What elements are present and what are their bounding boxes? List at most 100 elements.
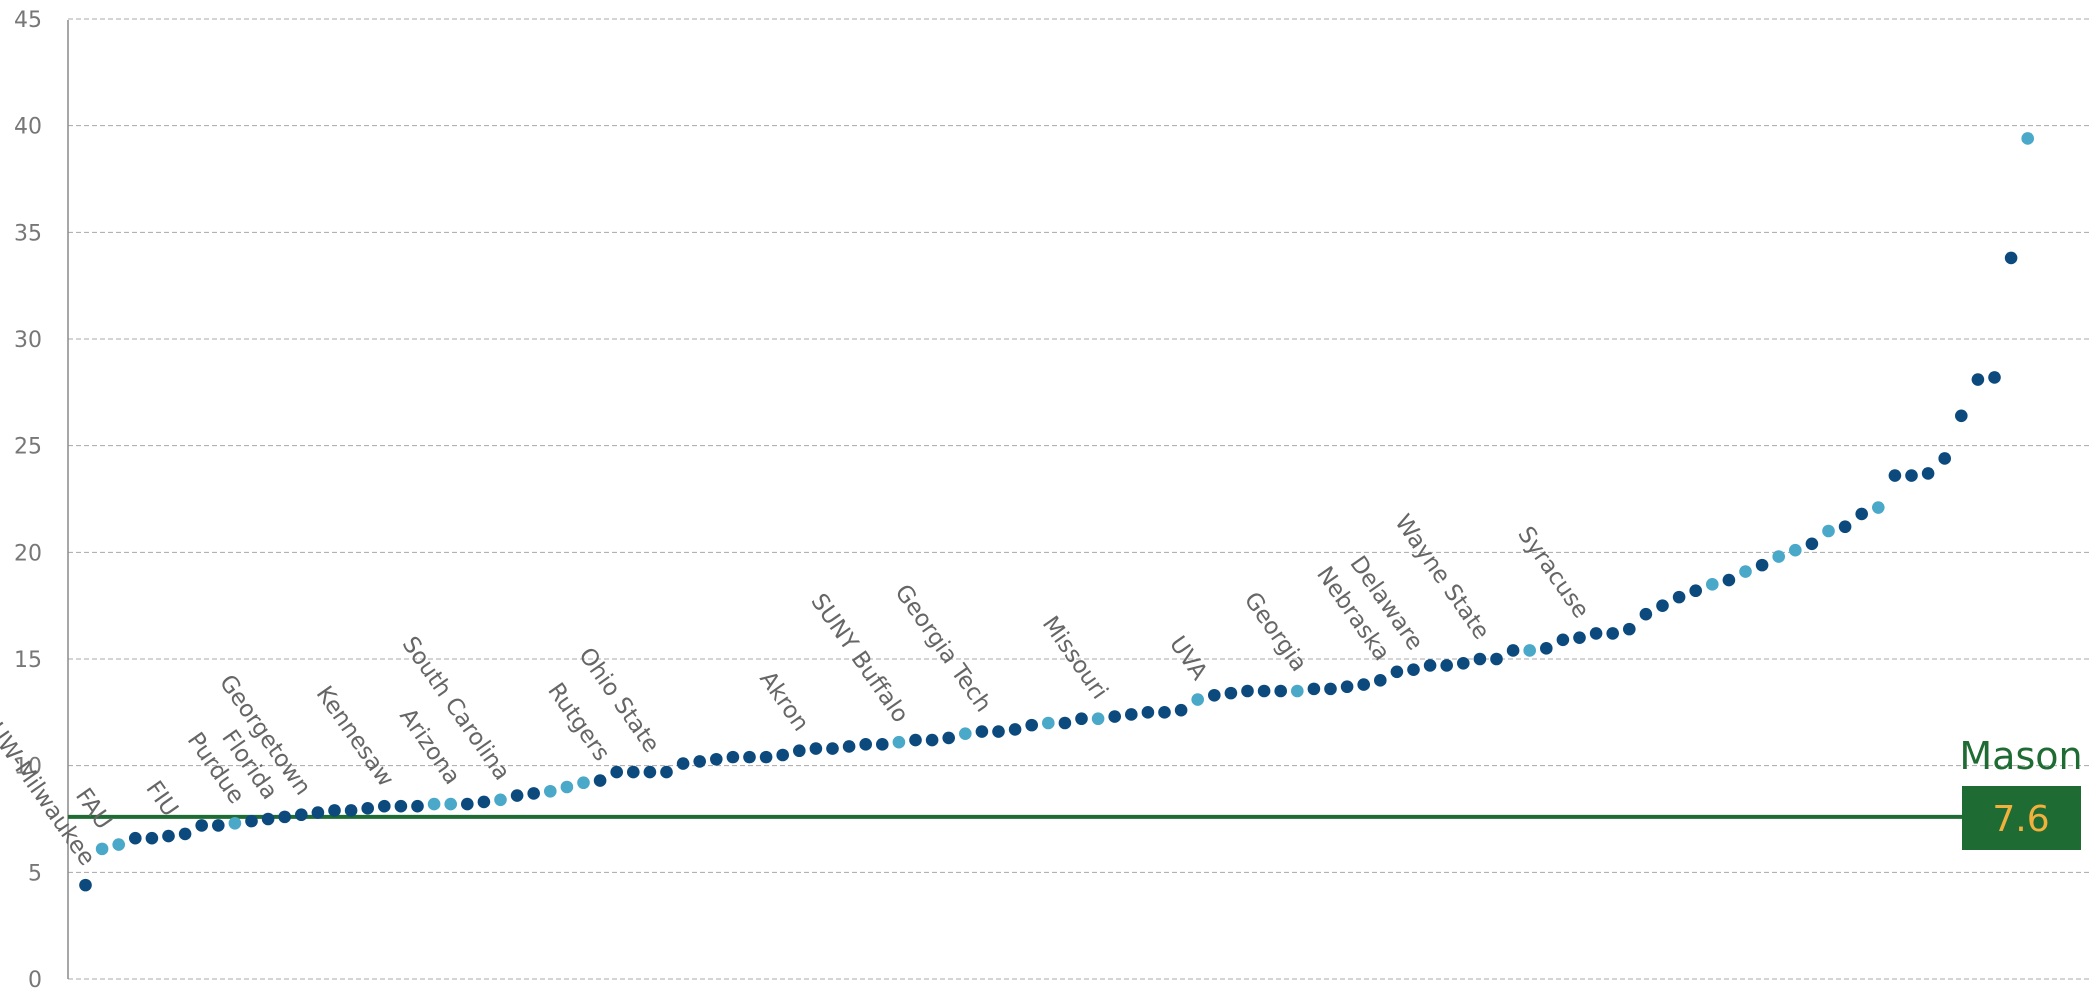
data-point — [1606, 627, 1619, 640]
data-point — [826, 742, 839, 755]
data-point — [427, 797, 441, 811]
y-tick-label: 35 — [14, 221, 42, 246]
data-point — [593, 774, 607, 787]
data-point — [1174, 703, 1188, 717]
y-tick-label: 45 — [14, 8, 42, 33]
data-point — [1241, 684, 1254, 698]
data-point — [1490, 652, 1503, 666]
data-point — [1042, 716, 1055, 730]
data-point — [1755, 558, 1769, 572]
data-point — [361, 802, 375, 815]
data-point — [178, 827, 192, 841]
data-point — [1291, 684, 1304, 698]
data-point — [909, 733, 922, 747]
data-point — [510, 789, 524, 802]
data-point — [1440, 659, 1453, 672]
point-label: Georgia Tech — [890, 580, 997, 717]
data-point — [1208, 688, 1221, 702]
data-point — [477, 795, 491, 809]
data-point — [859, 738, 872, 751]
data-point — [1058, 716, 1072, 730]
data-point — [1822, 524, 1835, 538]
data-point — [494, 793, 507, 807]
y-tick-label: 15 — [14, 648, 42, 673]
data-point — [278, 810, 292, 824]
data-point — [676, 757, 690, 770]
data-point — [1158, 706, 1171, 719]
data-point — [1905, 469, 1918, 482]
data-point — [1457, 656, 1470, 670]
data-point — [112, 838, 125, 851]
data-point — [660, 765, 673, 779]
data-point — [129, 831, 142, 845]
data-point — [959, 727, 972, 740]
data-point — [295, 808, 308, 822]
data-point — [1672, 590, 1686, 604]
data-point — [79, 878, 92, 892]
data-point — [1473, 652, 1487, 666]
y-tick-label: 25 — [14, 435, 42, 460]
data-point — [1556, 633, 1570, 647]
data-point — [560, 780, 574, 794]
data-point — [1506, 644, 1520, 657]
data-point — [1938, 452, 1951, 465]
data-points — [79, 132, 2034, 892]
data-point — [992, 725, 1005, 738]
data-point — [1872, 501, 1885, 514]
point-label: Akron — [754, 667, 814, 737]
y-tick-label: 0 — [28, 968, 42, 989]
data-point — [1706, 578, 1719, 591]
data-point — [710, 752, 723, 766]
data-point — [942, 731, 955, 745]
data-point — [726, 750, 740, 764]
data-point — [344, 804, 358, 817]
data-point — [610, 765, 623, 779]
data-point — [1838, 520, 1852, 534]
data-point — [1805, 537, 1819, 551]
data-point — [743, 750, 756, 764]
data-point — [1573, 631, 1586, 644]
data-point — [245, 814, 258, 828]
data-point — [1789, 543, 1802, 557]
mason-value-box — [1962, 786, 2081, 850]
mason-value: 7.6 — [1992, 799, 2049, 840]
data-point — [212, 819, 225, 832]
data-point — [1772, 550, 1785, 563]
data-point — [1639, 607, 1653, 621]
data-point — [195, 819, 208, 832]
data-point — [643, 765, 657, 779]
data-point — [228, 816, 242, 830]
point-label: FIU — [140, 776, 182, 821]
mason-label: Mason — [1959, 734, 2082, 778]
data-point — [1988, 371, 2001, 384]
data-point — [2004, 251, 2018, 265]
data-point — [1257, 684, 1271, 698]
data-point — [1888, 469, 1902, 482]
data-point — [776, 748, 789, 762]
data-point — [793, 744, 806, 758]
point-label: SUNY Buffalo — [806, 589, 914, 727]
data-point — [145, 831, 159, 845]
data-point — [527, 787, 540, 800]
data-point — [1423, 659, 1437, 672]
y-tick-label: 30 — [14, 328, 42, 353]
data-point — [925, 733, 939, 747]
point-label: Syracuse — [1512, 522, 1594, 623]
data-point — [1108, 710, 1121, 723]
data-point — [627, 765, 640, 779]
data-point — [311, 806, 325, 819]
point-label: Kennesaw — [311, 681, 399, 791]
data-point — [1091, 712, 1105, 726]
data-point — [1656, 599, 1669, 612]
data-point — [1523, 644, 1536, 657]
data-point — [1955, 409, 1968, 423]
data-point — [693, 755, 706, 768]
data-point — [394, 799, 408, 813]
data-point — [1340, 680, 1354, 694]
data-point — [876, 738, 889, 751]
y-tick-label: 40 — [14, 115, 42, 140]
data-point — [261, 812, 275, 826]
data-point — [1025, 718, 1038, 732]
data-point — [1971, 373, 1985, 386]
data-point — [378, 799, 391, 813]
